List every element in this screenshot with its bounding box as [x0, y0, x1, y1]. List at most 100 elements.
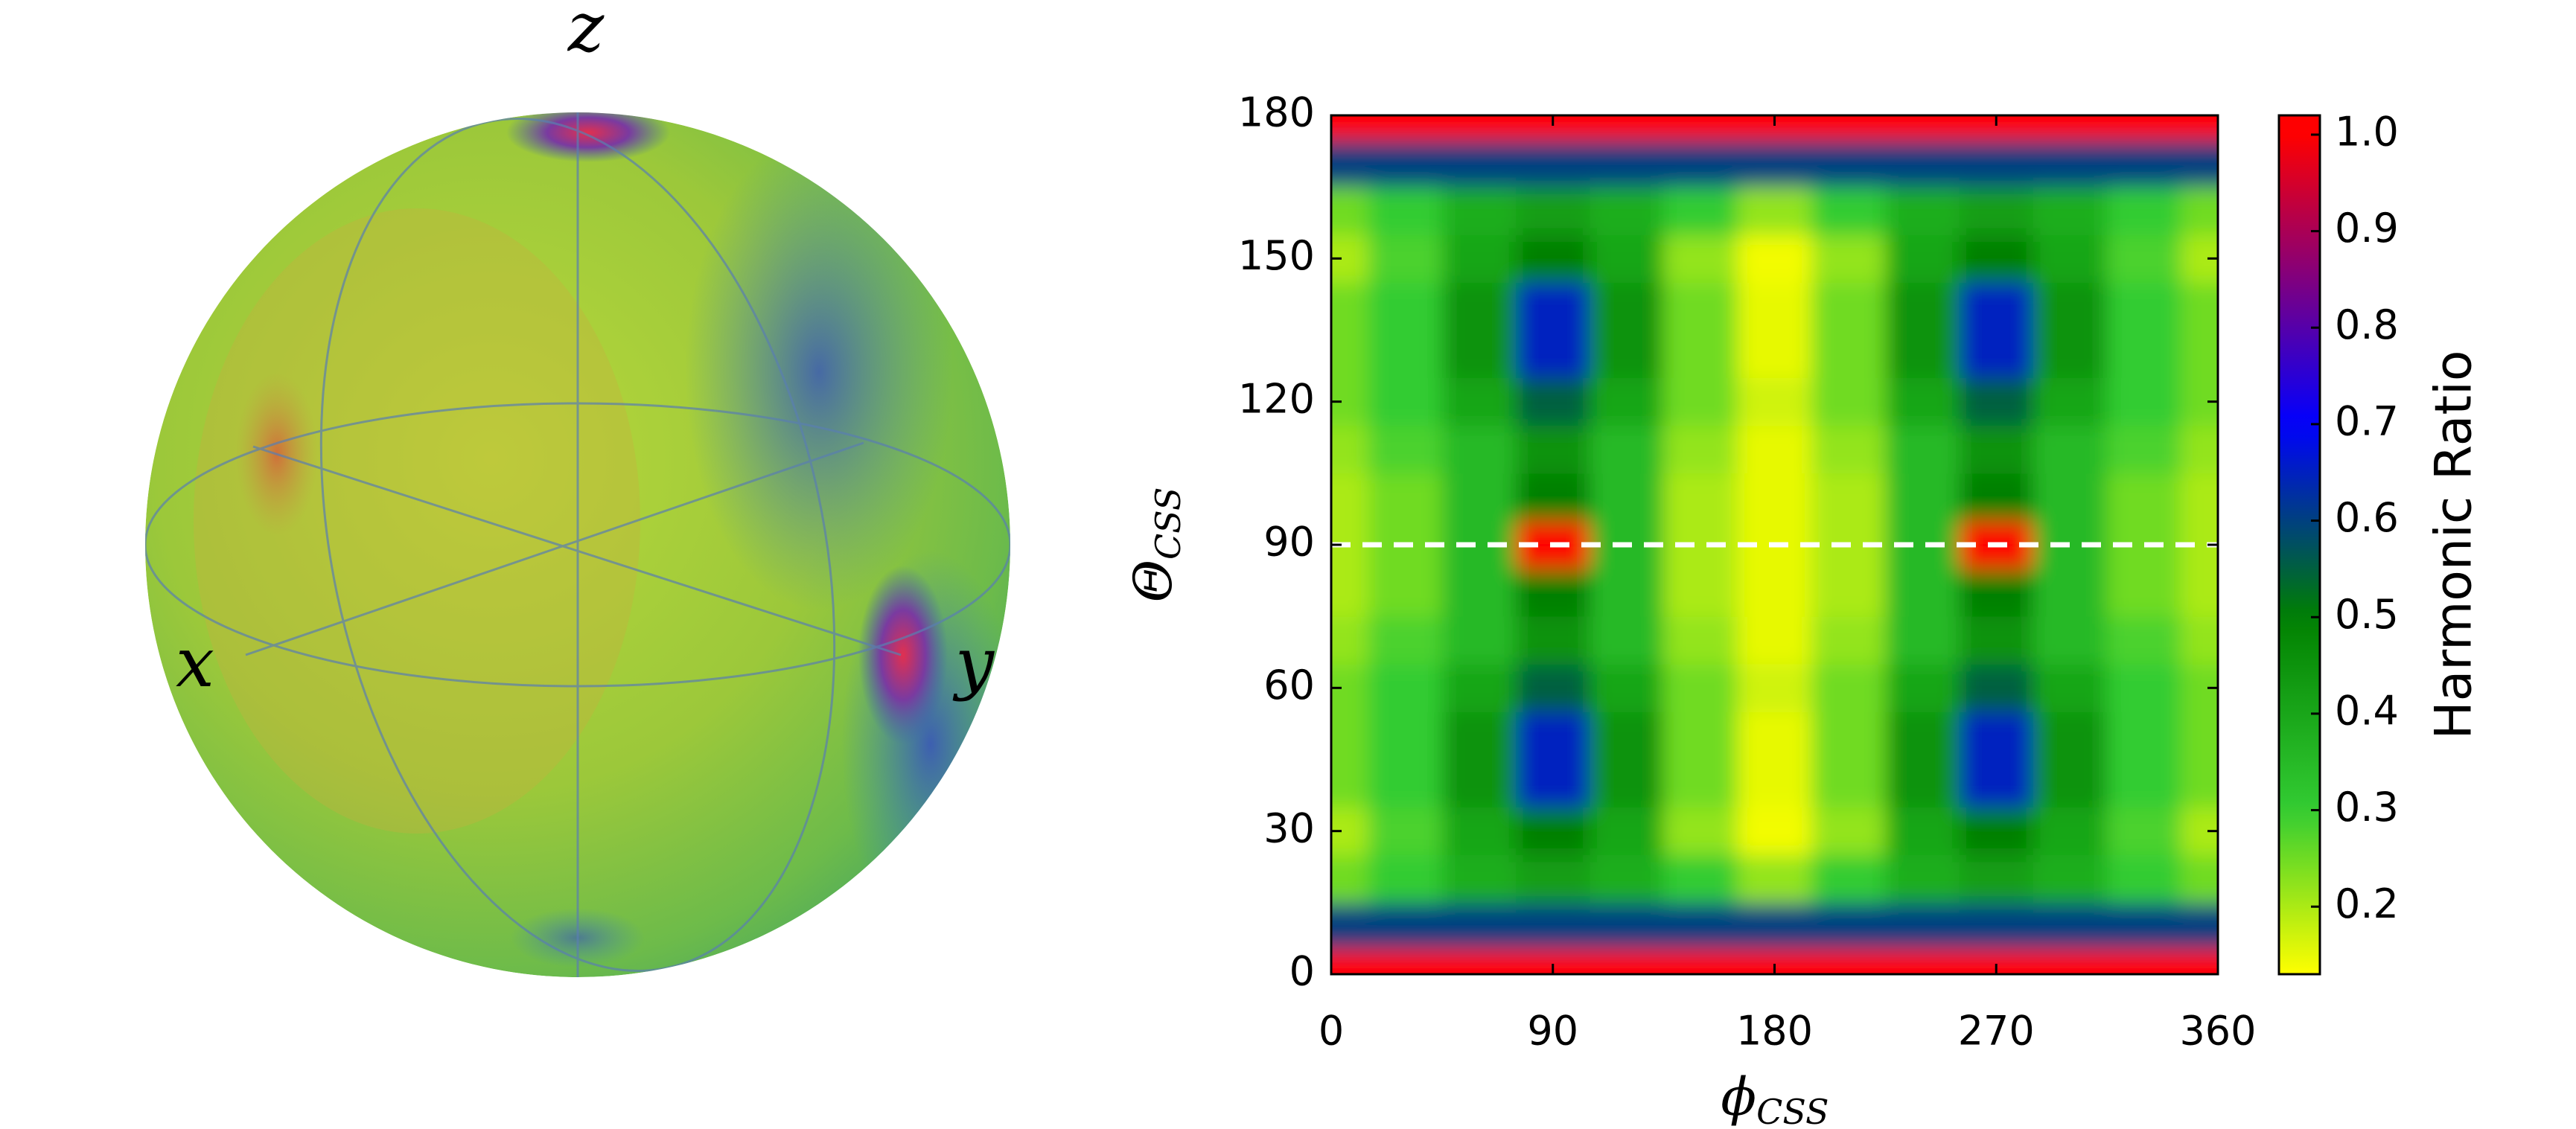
heatmap-cell — [1959, 139, 2034, 188]
heatmap-cell — [1590, 759, 1665, 808]
heatmap-cell — [1885, 664, 1960, 712]
heatmap-cell — [1590, 115, 1665, 140]
heatmap-cell — [1885, 139, 1960, 188]
heatmap-cell — [2033, 807, 2108, 856]
heatmap-cell — [1959, 807, 2034, 856]
heatmap-cell — [2107, 950, 2181, 974]
heatmap-cell — [1663, 616, 1738, 665]
heatmap-cell — [1368, 569, 1443, 617]
heatmap-cell — [1663, 664, 1738, 712]
heatmap-cell — [2033, 902, 2108, 951]
heatmap-cell — [1811, 950, 1886, 974]
heatmap-cell — [1516, 854, 1590, 903]
heatmap-cell — [2181, 115, 2218, 140]
x-tick-label: 180 — [1736, 1008, 1813, 1055]
heatmap-cell — [2107, 425, 2181, 474]
heatmap-cell — [1663, 520, 1738, 569]
heatmap-cell — [2107, 473, 2181, 522]
heatmap-cell — [1811, 115, 1886, 140]
heatmap-cell — [1441, 759, 1517, 808]
heatmap-cell — [1737, 711, 1812, 760]
heatmap-cell — [1516, 759, 1590, 808]
heatmap-cell — [1590, 950, 1665, 974]
heatmap-cell — [1663, 807, 1738, 856]
heatmap-cell — [1885, 282, 1960, 330]
heatmap-cell — [1737, 569, 1812, 617]
heatmap-cell — [2107, 711, 2181, 760]
heatmap-cell — [1663, 759, 1738, 808]
heatmap-cell — [1441, 473, 1517, 522]
colorbar-tick-label: 0.9 — [2335, 205, 2399, 252]
x-tick-label: 360 — [2179, 1008, 2256, 1055]
x-axis-label: ϕCSS — [1721, 1066, 1829, 1129]
heatmap-cell — [1441, 139, 1517, 188]
y-axis-label: ΘCSS — [1123, 487, 1188, 603]
heatmap-cell — [2181, 616, 2218, 665]
heatmap-cell — [1737, 187, 1812, 235]
heatmap-cell — [1885, 473, 1960, 522]
heatmap-cell — [1590, 330, 1665, 379]
heatmap-cell — [2033, 282, 2108, 330]
heatmap-cell — [1737, 377, 1812, 426]
heatmap-cell — [1811, 377, 1886, 426]
heatmap-cell — [1441, 187, 1517, 235]
heatmap-cell — [1368, 425, 1443, 474]
heatmap-cell — [1959, 425, 2034, 474]
heatmap-cell — [1737, 807, 1812, 856]
heatmap-cell — [1959, 282, 2034, 330]
heatmap-cell — [1331, 282, 1369, 330]
heatmap-cell — [2107, 377, 2181, 426]
heatmap-cell — [1885, 330, 1960, 379]
colorbar-tick-label: 1.0 — [2335, 109, 2399, 156]
heatmap-cell — [1331, 139, 1369, 188]
colorbar-tick-label: 0.2 — [2335, 880, 2399, 927]
heatmap-cell — [1811, 759, 1886, 808]
x-axis-subscript: CSS — [1756, 1092, 1829, 1129]
heatmap-cell — [1441, 282, 1517, 330]
heatmap-cell — [1441, 330, 1517, 379]
heatmap-cell — [1441, 807, 1517, 856]
heatmap-cell — [1663, 473, 1738, 522]
heatmap-cells — [1331, 115, 2218, 974]
heatmap-cell — [2107, 330, 2181, 379]
heatmap-cell — [1368, 282, 1443, 330]
heatmap-cell — [1811, 234, 1886, 283]
heatmap-cell — [1811, 616, 1886, 665]
heatmap-cell — [1590, 616, 1665, 665]
heatmap-cell — [1959, 664, 2034, 712]
sphere-axis-label: x — [176, 623, 214, 703]
y-tick-label: 30 — [1263, 805, 1315, 851]
heatmap-cell — [1885, 377, 1960, 426]
colorbar-label: Harmonic Ratio — [2425, 351, 2484, 740]
y-tick-label: 0 — [1289, 948, 1315, 995]
heatmap-cell — [1516, 187, 1590, 235]
heatmap-cell — [1516, 807, 1590, 856]
heatmap-cell — [1737, 854, 1812, 903]
heatmap-cell — [2181, 425, 2218, 474]
heatmap-cell — [2107, 807, 2181, 856]
heatmap-cell — [1737, 139, 1812, 188]
heatmap-cell — [1885, 425, 1960, 474]
heatmap-cell — [1368, 664, 1443, 712]
heatmap-cell — [1811, 902, 1886, 951]
heatmap-cell — [1368, 139, 1443, 188]
heatmap-cell — [1811, 187, 1886, 235]
heatmap-cell — [2033, 139, 2108, 188]
heatmap-cell — [1885, 854, 1960, 903]
heatmap-cell — [1885, 759, 1960, 808]
heatmap-cell — [1368, 950, 1443, 974]
heatmap-cell — [1590, 854, 1665, 903]
heatmap-cell — [1368, 234, 1443, 283]
heatmap-cell — [2181, 569, 2218, 617]
heatmap-cell — [2033, 616, 2108, 665]
x-tick-label: 270 — [1958, 1008, 2035, 1055]
heatmap-cell — [1516, 473, 1590, 522]
heatmap-cell — [2033, 569, 2108, 617]
heatmap-cell — [1368, 902, 1443, 951]
heatmap-cell — [1368, 711, 1443, 760]
heatmap-cell — [1811, 854, 1886, 903]
colorbar-tick-label: 0.5 — [2335, 591, 2399, 638]
heatmap-cell — [1590, 282, 1665, 330]
heatmap-cell — [1663, 950, 1738, 974]
